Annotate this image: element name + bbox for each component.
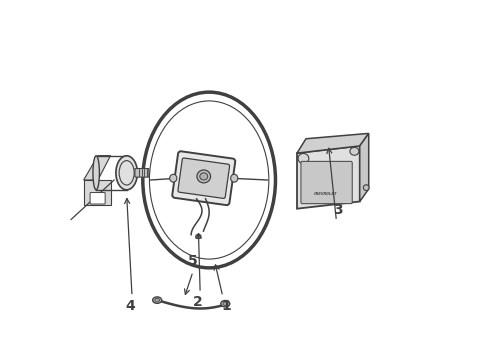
FancyBboxPatch shape [178, 158, 230, 198]
FancyBboxPatch shape [90, 193, 105, 204]
Polygon shape [84, 180, 111, 205]
FancyBboxPatch shape [301, 161, 352, 204]
Ellipse shape [93, 156, 99, 190]
Ellipse shape [155, 298, 159, 302]
Polygon shape [360, 134, 368, 202]
Text: 3: 3 [333, 203, 343, 217]
Ellipse shape [364, 185, 369, 190]
Ellipse shape [200, 173, 208, 180]
Text: 5: 5 [188, 254, 198, 268]
Text: CHEVROLET: CHEVROLET [314, 192, 337, 196]
FancyBboxPatch shape [172, 151, 235, 205]
Text: 4: 4 [125, 298, 135, 312]
Ellipse shape [223, 302, 228, 306]
Polygon shape [297, 134, 368, 153]
Ellipse shape [170, 174, 177, 182]
Text: 1: 1 [221, 298, 231, 312]
Ellipse shape [298, 153, 309, 163]
Ellipse shape [221, 301, 230, 307]
Polygon shape [297, 146, 360, 209]
Polygon shape [84, 156, 111, 180]
FancyBboxPatch shape [135, 168, 149, 177]
Ellipse shape [350, 147, 359, 155]
Ellipse shape [231, 174, 238, 182]
Ellipse shape [153, 297, 162, 303]
Ellipse shape [116, 156, 137, 190]
Ellipse shape [196, 234, 201, 239]
Text: 2: 2 [193, 295, 202, 309]
Ellipse shape [197, 170, 211, 183]
